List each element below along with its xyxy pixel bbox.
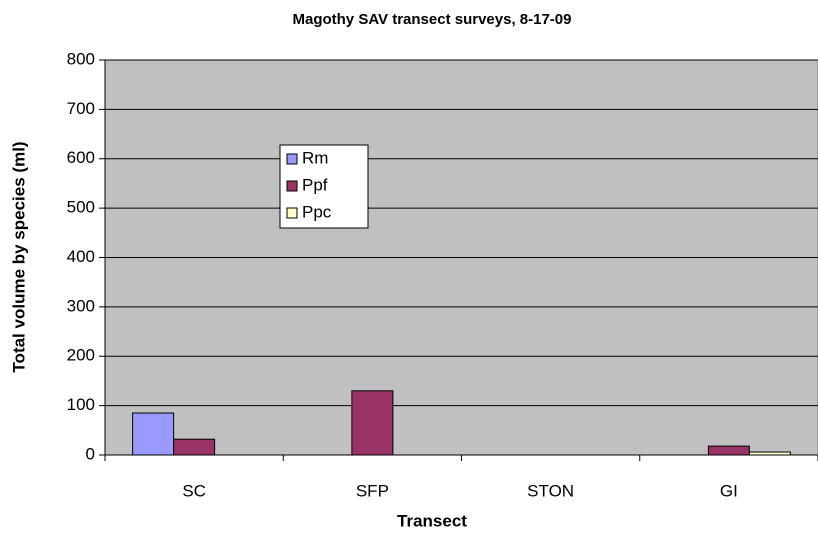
legend-swatch <box>286 153 298 165</box>
x-tick-label: STON <box>527 481 574 500</box>
chart-title: Magothy SAV transect surveys, 8-17-09 <box>292 11 571 28</box>
x-tick-label: GI <box>720 481 738 500</box>
y-tick-label: 300 <box>67 296 95 315</box>
x-axis-title: Transect <box>397 511 467 530</box>
y-tick-label: 0 <box>86 444 95 463</box>
legend-swatch <box>286 207 298 219</box>
bar <box>173 438 216 456</box>
y-tick-label: 500 <box>67 198 95 217</box>
legend-label: Rm <box>302 148 328 167</box>
x-tick-label: SFP <box>356 481 389 500</box>
x-tick-label: SC <box>182 481 206 500</box>
y-tick-label: 800 <box>67 49 95 68</box>
y-tick-label: 200 <box>67 346 95 365</box>
legend-swatch <box>286 180 298 192</box>
y-tick-label: 700 <box>67 99 95 118</box>
y-axis-title: Total volume by species (ml) <box>9 141 28 372</box>
bar <box>707 445 750 456</box>
y-tick-label: 600 <box>67 148 95 167</box>
bar <box>748 451 791 456</box>
bar <box>351 390 394 456</box>
bar <box>132 412 175 456</box>
y-tick-label: 400 <box>67 247 95 266</box>
legend-label: Ppc <box>302 202 332 221</box>
legend-label: Ppf <box>302 175 328 194</box>
y-tick-label: 100 <box>67 395 95 414</box>
